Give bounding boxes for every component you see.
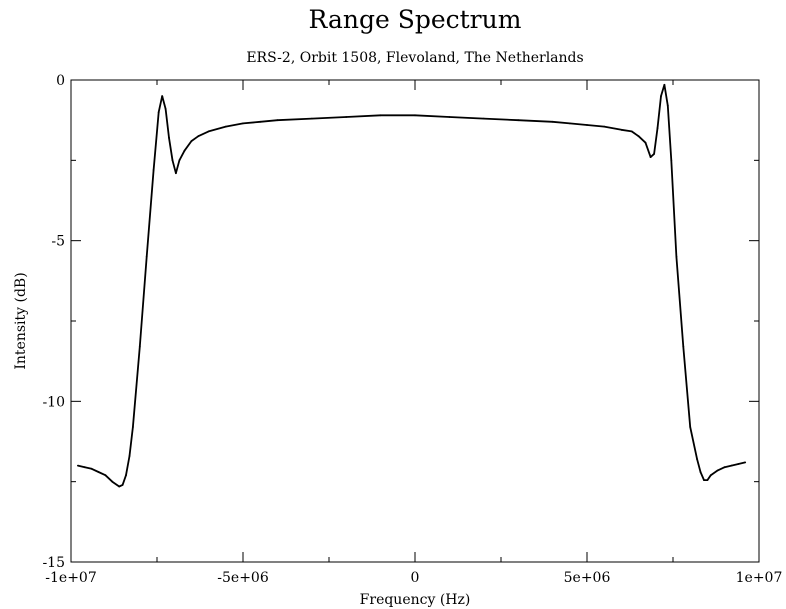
spectrum-point	[90, 467, 93, 470]
y-tick-label: -5	[51, 234, 65, 250]
spectrum-point	[175, 172, 177, 175]
spectrum-point	[104, 474, 107, 477]
spectrum-point	[190, 140, 193, 143]
spectrum-point	[97, 471, 100, 473]
spectrum-point	[379, 114, 382, 117]
spectrum-point	[171, 159, 174, 162]
spectrum-point	[551, 120, 554, 123]
spectrum-point	[649, 156, 652, 159]
spectrum-point	[716, 469, 719, 472]
spectrum-point	[128, 455, 131, 457]
spectrum-point	[644, 141, 647, 144]
spectrum-point	[310, 117, 313, 120]
chart-title: Range Spectrum	[309, 5, 522, 34]
spectrum-point	[682, 345, 685, 348]
spectrum-point	[706, 479, 709, 481]
spectrum-point	[689, 426, 692, 428]
y-tick-label: 0	[56, 73, 65, 89]
spectrum-point	[620, 128, 623, 131]
spectrum-point	[660, 95, 662, 97]
spectrum-point	[670, 159, 673, 162]
spectrum-point	[132, 426, 134, 428]
spectrum-point	[259, 120, 262, 123]
spectrum-line	[77, 83, 746, 488]
spectrum-point	[675, 255, 678, 258]
spectrum-point	[183, 149, 186, 152]
spectrum-point	[168, 136, 170, 139]
spectrum-point	[699, 471, 702, 473]
spectrum-point	[482, 117, 485, 120]
series-layer	[77, 83, 747, 488]
spectrum-point	[197, 135, 200, 138]
spectrum-point	[709, 474, 712, 477]
x-tick-label: 5e+06	[564, 570, 611, 586]
spectrum-point	[121, 484, 124, 486]
spectrum-point	[242, 122, 244, 125]
spectrum-point	[586, 124, 588, 126]
x-tick-label: -1e+07	[45, 570, 96, 586]
y-tick-label: -10	[42, 394, 65, 410]
chart-subtitle: ERS-2, Orbit 1508, Flevoland, The Nether…	[246, 50, 583, 66]
spectrum-point	[118, 485, 121, 488]
y-axis-label: Intensity (dB)	[13, 272, 29, 369]
spectrum-point	[276, 119, 279, 122]
spectrum-point	[568, 122, 571, 125]
x-axis-label: Frequency (Hz)	[360, 592, 471, 608]
tick-layer: -1e+07 -5e+06 0 5e+06 1e+07 0 -5 -10 -15	[42, 73, 782, 586]
spectrum-point	[630, 130, 633, 133]
spectrum-point	[744, 461, 747, 464]
spectrum-point	[653, 153, 655, 155]
spectrum-point	[656, 127, 659, 130]
spectrum-point	[723, 466, 726, 469]
x-tick-label: 0	[411, 570, 420, 586]
spectrum-point	[83, 466, 86, 469]
spectrum-point	[152, 169, 155, 171]
spectrum-point	[111, 480, 114, 483]
plot-frame	[70, 79, 760, 563]
x-tick-label: 1e+07	[736, 570, 783, 586]
spectrum-point	[161, 95, 164, 97]
spectrum-point	[517, 119, 520, 122]
spectrum-point	[448, 116, 451, 118]
spectrum-point	[737, 463, 740, 465]
spectrum-point	[207, 130, 210, 133]
spectrum-point	[666, 104, 669, 107]
spectrum-point	[637, 135, 640, 138]
spectrum-point	[663, 83, 666, 86]
spectrum-point	[157, 111, 160, 113]
spectrum-point	[164, 108, 167, 110]
spectrum-point	[178, 159, 181, 162]
spectrum-point	[703, 479, 705, 481]
spectrum-point	[125, 474, 127, 477]
spectrum-point	[224, 125, 227, 128]
y-tick-label: -15	[42, 555, 65, 571]
x-tick-label: -5e+06	[217, 570, 269, 586]
spectrum-point	[138, 345, 141, 348]
spectrum-point	[345, 116, 348, 118]
spectrum-point	[603, 125, 606, 128]
spectrum-point	[77, 464, 79, 467]
spectrum-point	[730, 464, 733, 467]
spectrum-point	[414, 114, 416, 117]
spectrum-point	[145, 255, 148, 258]
spectrum-point	[696, 458, 698, 461]
